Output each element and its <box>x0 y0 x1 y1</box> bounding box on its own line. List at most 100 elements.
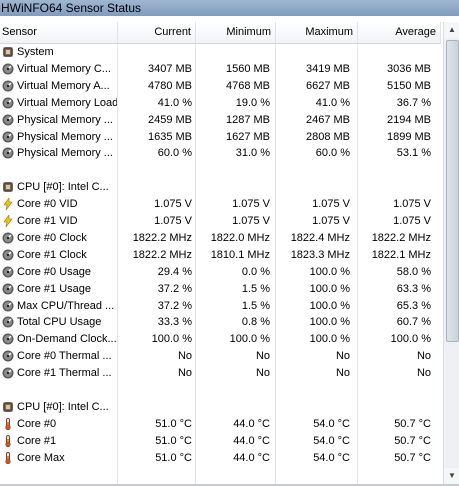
sensor-name: On-Demand Clock... <box>17 333 117 346</box>
current-value: 3407 MB <box>147 62 192 75</box>
current-value: No <box>177 350 192 363</box>
sensor-table: System Virtual Memory C... 3407 MB 1560 MB 3… <box>0 44 441 484</box>
table-row[interactable]: Physical Memory ... 1635 MB 1627 MB 2808 MB… <box>0 129 441 146</box>
vertical-scrollbar[interactable]: ▲ ▼ <box>443 22 459 484</box>
current-value: 1.075 V <box>154 215 192 227</box>
scrollbar-thumb[interactable] <box>446 40 459 342</box>
sensor-name: Core #1 Usage <box>17 282 91 295</box>
current-value: 33.3 % <box>157 316 192 329</box>
blank-row <box>0 382 441 399</box>
average-value: 65.3 % <box>396 299 431 312</box>
table-row[interactable]: Core #0 51.0 °C 44.0 °C 54.0 °C 50.7 °C <box>0 416 441 433</box>
maximum-value: 54.0 °C <box>313 417 350 430</box>
column-header-minimum[interactable]: Minimum <box>196 22 276 43</box>
column-divider <box>117 44 118 484</box>
maximum-value: 6627 MB <box>305 79 350 92</box>
table-row[interactable]: Core #0 Clock 1822.2 MHz 1822.0 MHz 1822.4 … <box>0 230 441 247</box>
current-value: 1822.2 MHz <box>132 248 192 261</box>
table-row[interactable]: Core #0 Usage 29.4 % 0.0 % 100.0 % 58.0 % <box>0 264 441 281</box>
column-divider <box>275 44 276 484</box>
sensor-name: Core #0 Clock <box>17 231 87 244</box>
table-row[interactable]: Physical Memory ... 60.0 % 31.0 % 60.0 % 53.… <box>0 145 441 162</box>
table-row[interactable]: Core #0 VID 1.075 V 1.075 V 1.075 V 1.075 V <box>0 196 441 213</box>
current-value: 29.4 % <box>157 265 192 278</box>
maximum-value: 41.0 % <box>315 96 350 109</box>
sensor-name: Virtual Memory C... <box>17 62 111 75</box>
table-row[interactable]: Virtual Memory Load 41.0 % 19.0 % 41.0 % 36.… <box>0 95 441 112</box>
sensor-group-row[interactable]: CPU [#0]: Intel C... <box>0 179 441 196</box>
group-label: CPU [#0]: Intel C... <box>17 400 109 413</box>
table-row[interactable]: Core #1 51.0 °C 44.0 °C 54.0 °C 50.7 °C <box>0 433 441 450</box>
minimum-value: No <box>255 367 270 380</box>
minimum-value: 44.0 °C <box>233 451 270 464</box>
current-value: 1.075 V <box>154 198 192 211</box>
table-row[interactable]: Max CPU/Thread ... 37.2 % 1.5 % 100.0 % 65.3… <box>0 298 441 315</box>
maximum-value: 100.0 % <box>309 265 350 278</box>
gauge-icon <box>2 232 14 244</box>
sensor-name: Core #1 Thermal ... <box>17 367 112 380</box>
average-value: 36.7 % <box>396 96 431 109</box>
current-value: 51.0 °C <box>155 434 192 447</box>
table-row[interactable]: Core #1 VID 1.075 V 1.075 V 1.075 V 1.075 V <box>0 213 441 230</box>
minimum-value: 1.075 V <box>232 215 270 227</box>
table-row[interactable]: Core #0 Thermal ... No No No No <box>0 348 441 365</box>
table-row[interactable]: Core Max 51.0 °C 44.0 °C 54.0 °C 50.7 °C <box>0 450 441 467</box>
average-value: 53.1 % <box>396 147 431 160</box>
minimum-value: 1560 MB <box>225 62 270 75</box>
lightning-bolt-icon <box>2 197 14 211</box>
sensor-name: Core Max <box>17 451 65 464</box>
average-value: No <box>416 350 431 363</box>
column-header-average[interactable]: Average <box>358 22 441 43</box>
gauge-icon <box>2 266 14 278</box>
window-titlebar[interactable]: HWiNFO64 Sensor Status <box>0 0 459 16</box>
sensor-name: Max CPU/Thread ... <box>17 299 115 312</box>
average-value: 1822.1 MHz <box>371 248 431 261</box>
maximum-value: 100.0 % <box>309 333 350 346</box>
column-header-current[interactable]: Current <box>118 22 196 43</box>
sensor-name: Core #0 Thermal ... <box>17 350 112 363</box>
minimum-value: No <box>255 350 270 363</box>
thermometer-icon <box>2 417 14 430</box>
sensor-name: Core #0 <box>17 417 57 430</box>
table-row[interactable]: Core #1 Clock 1822.2 MHz 1810.1 MHz 1823.3 … <box>0 247 441 264</box>
average-value: 100.0 % <box>390 333 431 346</box>
table-row[interactable]: Virtual Memory C... 3407 MB 1560 MB 3419 MB… <box>0 61 441 78</box>
table-row[interactable]: On-Demand Clock... 100.0 % 100.0 % 100.0 % 1… <box>0 331 441 348</box>
memory-disk-icon <box>2 114 14 126</box>
table-row[interactable]: Core #1 Thermal ... No No No No <box>0 365 441 382</box>
average-value: 2194 MB <box>386 113 431 126</box>
table-row[interactable]: Core #1 Usage 37.2 % 1.5 % 100.0 % 63.3 % <box>0 281 441 298</box>
column-divider <box>357 44 358 484</box>
minimum-value: 1.075 V <box>232 198 270 211</box>
column-header-sensor[interactable]: Sensor <box>0 22 118 43</box>
current-value: 1635 MB <box>147 130 192 143</box>
column-header: Sensor Current Minimum Maximum Average <box>0 22 441 44</box>
blank-row <box>0 162 441 179</box>
scroll-down-arrow-icon[interactable]: ▼ <box>444 468 459 484</box>
minimum-value: 100.0 % <box>229 333 270 346</box>
minimum-value: 1627 MB <box>225 130 270 143</box>
gauge-icon <box>2 283 14 295</box>
maximum-value: 3419 MB <box>305 62 350 75</box>
table-row[interactable]: Total CPU Usage 33.3 % 0.8 % 100.0 % 60.7 % <box>0 314 441 331</box>
hardware-chip-icon <box>2 401 14 413</box>
scroll-up-arrow-icon[interactable]: ▲ <box>444 22 459 38</box>
table-row[interactable]: Virtual Memory A... 4780 MB 4768 MB 6627 MB… <box>0 78 441 95</box>
sensor-name: Physical Memory ... <box>17 130 113 143</box>
column-header-maximum[interactable]: Maximum <box>276 22 358 43</box>
maximum-value: 100.0 % <box>309 316 350 329</box>
table-row[interactable]: Physical Memory ... 2459 MB 1287 MB 2467 MB… <box>0 112 441 129</box>
maximum-value: 54.0 °C <box>313 451 350 464</box>
lightning-bolt-icon <box>2 214 14 228</box>
sensor-group-row[interactable]: CPU [#0]: Intel C... <box>0 399 441 416</box>
memory-disk-icon <box>2 97 14 109</box>
average-value: 5150 MB <box>386 79 431 92</box>
current-value: 2459 MB <box>147 113 192 126</box>
maximum-value: No <box>335 350 350 363</box>
average-value: 50.7 °C <box>394 417 431 430</box>
average-value: 1.075 V <box>393 198 431 211</box>
sensor-group-row[interactable]: System <box>0 44 441 61</box>
minimum-value: 0.8 % <box>241 316 270 329</box>
sensor-name: Core #1 Clock <box>17 248 87 261</box>
minimum-value: 44.0 °C <box>233 434 270 447</box>
